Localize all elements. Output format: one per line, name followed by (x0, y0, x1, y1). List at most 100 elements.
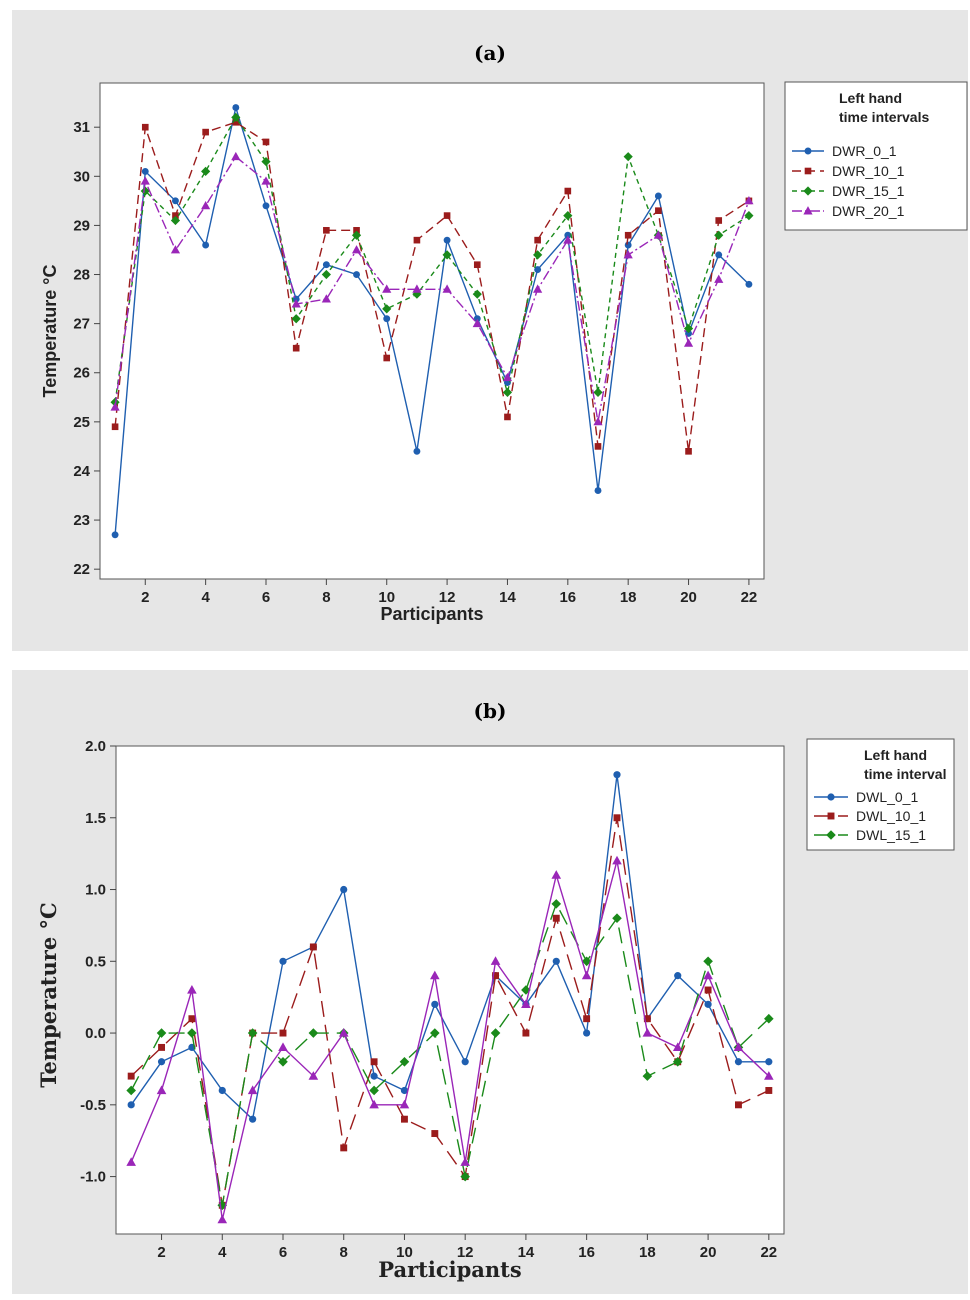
data-point (672, 1056, 683, 1067)
chart-a: (a) Participants Temperature °C 2 4 6 8 10 12… (40, 41, 968, 624)
data-point (231, 151, 241, 161)
data-point (642, 1028, 653, 1037)
data-point (382, 304, 392, 314)
series-layer (110, 104, 754, 539)
data-point (583, 1029, 591, 1037)
series-dwl-15-1 (126, 899, 774, 1211)
legend-label: DWL_0_1 (856, 789, 918, 805)
y-axis-label: Temperature °C (36, 902, 61, 1087)
data-point (581, 956, 592, 967)
data-point (460, 1171, 470, 1182)
legend-entries: DWL_0_1 DWL_10_1 DWL_15_1 (814, 789, 926, 843)
data-point (323, 227, 330, 234)
data-point (321, 294, 331, 303)
data-point (172, 212, 179, 219)
data-point (683, 323, 694, 334)
legend-box (784, 81, 968, 231)
data-point (188, 1015, 196, 1023)
data-point (624, 231, 632, 239)
data-point (623, 250, 633, 259)
data-point (703, 970, 713, 980)
data-point (400, 1086, 409, 1095)
data-point (431, 1000, 439, 1008)
data-point (472, 318, 482, 328)
data-point (111, 531, 119, 539)
x-tick-label: 12 (457, 1244, 474, 1261)
data-point (612, 855, 622, 865)
data-point (594, 487, 602, 495)
chart-panel-a: (a) Participants Temperature °C 2 4 6 8 10 12… (12, 10, 968, 651)
y-tick-label: -1.0 (80, 1169, 106, 1186)
y-tick-label: 22 (73, 561, 90, 578)
data-point (170, 215, 181, 226)
data-point (338, 1028, 349, 1037)
data-point (653, 230, 663, 239)
legend-marker (827, 812, 835, 820)
data-point (340, 1144, 348, 1152)
y-tick-label: -0.5 (80, 1097, 106, 1114)
y-tick-label: 23 (73, 512, 90, 529)
x-tick-label: 8 (340, 1244, 348, 1261)
data-point (430, 970, 440, 980)
legend-title-line-1: Left hand (864, 747, 927, 763)
y-tick-label: 1.0 (85, 882, 106, 899)
series-line (114, 121, 750, 452)
data-point (156, 1028, 167, 1038)
series-line (114, 116, 750, 403)
series-line (114, 155, 750, 423)
data-point (370, 1072, 378, 1080)
series-unlabeled-3 (126, 855, 774, 1224)
data-point (492, 972, 500, 980)
legend-label: DWR_20_1 (832, 203, 905, 219)
data-point (655, 207, 662, 214)
data-point (504, 413, 511, 421)
x-tick-label: 14 (518, 1244, 535, 1261)
data-point (353, 227, 360, 234)
series-line (130, 817, 770, 1206)
data-point (156, 1085, 167, 1095)
data-point (278, 1056, 288, 1067)
data-point (704, 1000, 712, 1008)
y-tick-label: 25 (73, 414, 90, 431)
data-point (430, 1028, 440, 1038)
data-point (683, 338, 694, 347)
series-dwr-0-1 (111, 104, 753, 539)
data-point (412, 284, 422, 293)
plot-frame (99, 82, 765, 580)
data-point (551, 870, 562, 879)
data-point (383, 315, 391, 323)
series-layer (126, 771, 774, 1224)
data-point (247, 1085, 258, 1095)
data-point (412, 289, 422, 299)
series-line (114, 104, 750, 535)
data-point (460, 1157, 470, 1166)
y-tick-label: 1.5 (85, 810, 106, 827)
data-point (502, 387, 513, 397)
data-point (187, 1028, 197, 1038)
data-point (442, 250, 452, 260)
data-point (654, 192, 662, 200)
legend-marker (804, 167, 812, 175)
data-point (490, 956, 501, 965)
legend-marker (803, 206, 813, 215)
x-tick-label: 2 (141, 589, 149, 606)
data-point (127, 1101, 135, 1109)
data-point (593, 387, 603, 397)
data-point (564, 231, 572, 239)
data-point (262, 138, 270, 146)
data-point (442, 284, 452, 293)
data-point (231, 112, 241, 122)
data-point (292, 344, 300, 352)
data-point (322, 261, 330, 269)
legend-marker (826, 830, 836, 840)
legend: Left hand time interval DWL_0_1DWL_10_1D… (806, 738, 955, 851)
data-point (141, 123, 149, 131)
data-point (593, 417, 603, 426)
data-point (201, 166, 211, 176)
data-point (308, 1071, 319, 1080)
x-tick-label: 4 (218, 1244, 227, 1261)
data-point (624, 241, 632, 249)
y-tick-label: 26 (73, 365, 90, 382)
data-point (764, 1013, 774, 1024)
data-point (369, 1085, 379, 1096)
